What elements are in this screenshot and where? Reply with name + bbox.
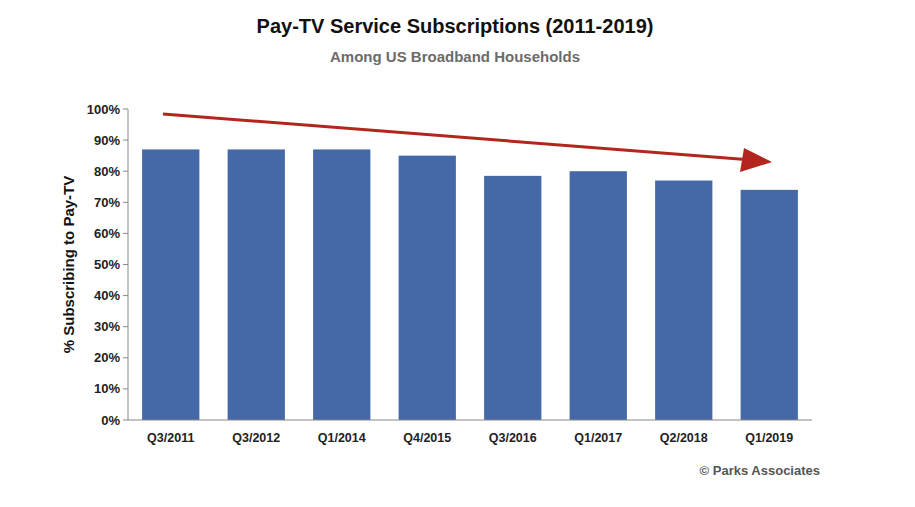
y-tick xyxy=(123,109,128,110)
y-tick-label: 30% xyxy=(94,319,120,334)
y-tick xyxy=(123,171,128,172)
bar xyxy=(313,149,370,420)
y-tick-label: 0% xyxy=(101,413,120,428)
y-tick-label: 10% xyxy=(94,381,120,396)
y-tick-label: 50% xyxy=(94,257,120,272)
y-tick xyxy=(123,357,128,358)
x-tick-label: Q1/2017 xyxy=(574,431,622,445)
y-tick xyxy=(123,140,128,141)
x-tick-label: Q2/2018 xyxy=(660,431,708,445)
bar xyxy=(655,181,712,420)
y-tick xyxy=(123,420,128,421)
y-axis-label: % Subscribing to Pay-TV xyxy=(60,176,77,354)
chart-svg: Pay-TV Service Subscriptions (2011-2019)… xyxy=(0,0,915,507)
chart-container: Pay-TV Service Subscriptions (2011-2019)… xyxy=(0,0,915,507)
bar xyxy=(741,190,798,420)
y-tick xyxy=(123,388,128,389)
y-tick-label: 100% xyxy=(87,102,121,117)
trend-arrow-head xyxy=(740,148,772,172)
y-tick-label: 70% xyxy=(94,195,120,210)
y-tick-label: 60% xyxy=(94,226,120,241)
x-tick-label: Q1/2019 xyxy=(745,431,793,445)
x-tick-label: Q4/2015 xyxy=(403,431,451,445)
x-tick-label: Q1/2014 xyxy=(318,431,366,445)
source: © Parks Associates xyxy=(700,463,820,478)
bar xyxy=(484,176,541,420)
y-axis xyxy=(128,109,129,420)
bar xyxy=(142,149,199,420)
y-tick xyxy=(123,233,128,234)
y-tick xyxy=(123,264,128,265)
subtitle: Among US Broadband Households xyxy=(330,48,580,65)
x-tick-label: Q3/2011 xyxy=(147,431,194,445)
bar xyxy=(399,156,456,420)
x-axis xyxy=(128,420,812,421)
y-tick-label: 80% xyxy=(94,164,120,179)
bar xyxy=(228,149,285,420)
y-tick-label: 90% xyxy=(94,133,120,148)
trend-arrow-line xyxy=(163,114,752,160)
y-tick xyxy=(123,326,128,327)
y-tick-label: 20% xyxy=(94,350,120,365)
x-tick-label: Q3/2012 xyxy=(232,431,280,445)
y-tick xyxy=(123,202,128,203)
title: Pay-TV Service Subscriptions (2011-2019) xyxy=(257,15,654,37)
y-tick-label: 40% xyxy=(94,288,120,303)
bars xyxy=(142,149,798,420)
x-tick-label: Q3/2016 xyxy=(489,431,537,445)
y-tick xyxy=(123,295,128,296)
bar xyxy=(570,171,627,420)
